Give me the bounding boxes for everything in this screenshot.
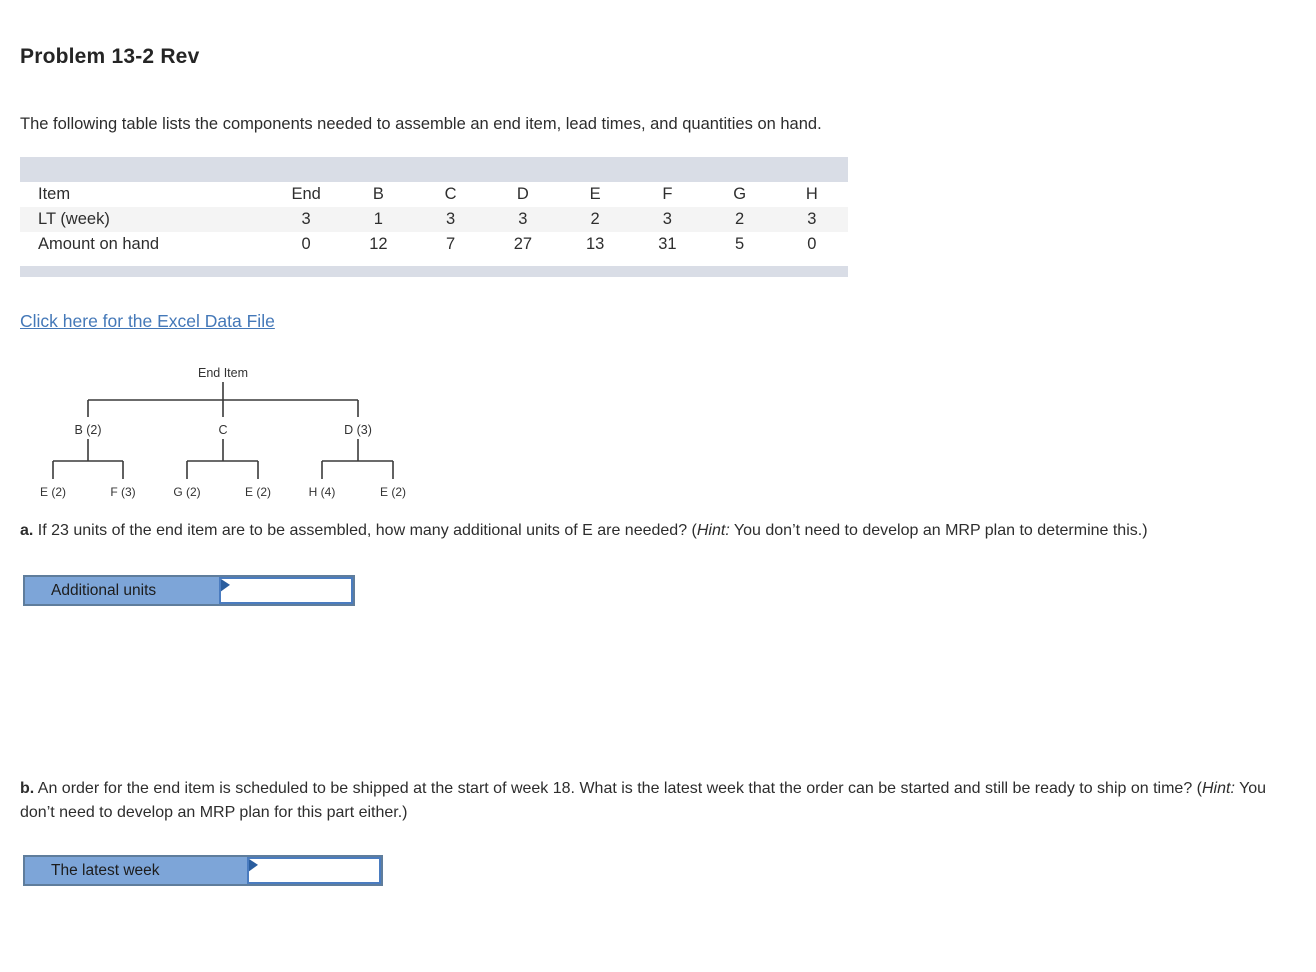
- latest-week-input[interactable]: [249, 859, 379, 882]
- row-header: LT (week): [38, 210, 110, 228]
- table-cell: 3: [518, 210, 528, 228]
- tree-leaf-g: G (2): [173, 485, 200, 499]
- column-header: C: [444, 185, 457, 203]
- tree-lines: [52, 382, 394, 479]
- table-row-lt-week: LT (week) 3 1 3 3 2 3 2 3: [20, 207, 848, 232]
- table-top-band: [20, 157, 848, 182]
- table-row-amount-on-hand: Amount on hand 0 12 7 27 13 31 5 0: [20, 232, 848, 257]
- question-a-letter: a.: [20, 522, 34, 539]
- table-bottom-band: [20, 266, 848, 277]
- tree-node-end-item: End Item: [198, 366, 248, 380]
- row-header: Item: [38, 185, 71, 203]
- latest-week-label: The latest week: [25, 857, 247, 884]
- question-a-text: a. If 23 units of the end item are to be…: [20, 519, 1272, 543]
- table-cell: 0: [301, 235, 311, 253]
- product-structure-tree: End Item B (2) C D (3) E (2) F (3) G (2)…: [40, 366, 406, 499]
- table-spacer: [20, 257, 848, 266]
- question-a-hint: Hint:: [696, 522, 730, 539]
- table-cell: 31: [658, 235, 677, 253]
- column-header: D: [516, 185, 529, 203]
- table-cell: 2: [590, 210, 600, 228]
- column-header: H: [805, 185, 818, 203]
- tree-leaf-e2: E (2): [245, 485, 271, 499]
- table-cell: 3: [662, 210, 672, 228]
- table-cell: 12: [369, 235, 388, 253]
- tree-node-d: D (3): [344, 423, 372, 437]
- table-cell: 0: [807, 235, 817, 253]
- excel-data-file-link[interactable]: Click here for the Excel Data File: [20, 311, 275, 331]
- additional-units-answer-box: Additional units: [23, 575, 355, 606]
- components-table: Item End B C D E F G H LT (week) 3 1 3 3…: [20, 157, 848, 277]
- table-cell: 3: [446, 210, 456, 228]
- column-header: B: [372, 185, 384, 203]
- column-header: End: [291, 185, 321, 203]
- row-header: Amount on hand: [38, 235, 160, 253]
- table-row-item: Item End B C D E F G H: [20, 182, 848, 207]
- question-b-body-end: You don’t need to develop an MRP plan fo…: [20, 780, 1267, 821]
- table-cell: 1: [373, 210, 383, 228]
- question-b-body: An order for the end item is scheduled t…: [34, 780, 1202, 797]
- tree-node-b: B (2): [74, 423, 101, 437]
- question-a-body: If 23 units of the end item are to be as…: [33, 522, 697, 539]
- question-b-hint: Hint:: [1202, 780, 1235, 797]
- tree-leaf-h: H (4): [309, 485, 336, 499]
- question-b-letter: b.: [20, 780, 35, 797]
- question-b-text: b. An order for the end item is schedule…: [20, 777, 1272, 825]
- column-header: E: [589, 185, 601, 203]
- tree-leaf-f: F (3): [110, 485, 135, 499]
- latest-week-cell: [247, 857, 381, 884]
- table-cell: 13: [585, 235, 605, 253]
- question-a-body-end: You don’t need to develop an MRP plan to…: [729, 522, 1148, 539]
- latest-week-answer-box: The latest week: [23, 855, 383, 886]
- tree-leaf-e3: E (2): [380, 485, 406, 499]
- additional-units-cell: [219, 577, 353, 604]
- page-title: Problem 13-2 Rev: [20, 45, 200, 68]
- table-cell: 27: [513, 235, 533, 253]
- additional-units-label: Additional units: [25, 577, 219, 604]
- tree-leaf-e1: E (2): [40, 485, 66, 499]
- table-cell: 5: [735, 235, 745, 253]
- tree-node-c: C: [218, 423, 227, 437]
- table-cell: 3: [301, 210, 311, 228]
- column-header: F: [662, 185, 673, 203]
- table-cell: 7: [446, 235, 456, 253]
- table-cell: 2: [735, 210, 745, 228]
- column-header: G: [733, 185, 747, 203]
- table-cell: 3: [807, 210, 817, 228]
- intro-paragraph: The following table lists the components…: [20, 115, 822, 133]
- additional-units-input[interactable]: [221, 579, 351, 602]
